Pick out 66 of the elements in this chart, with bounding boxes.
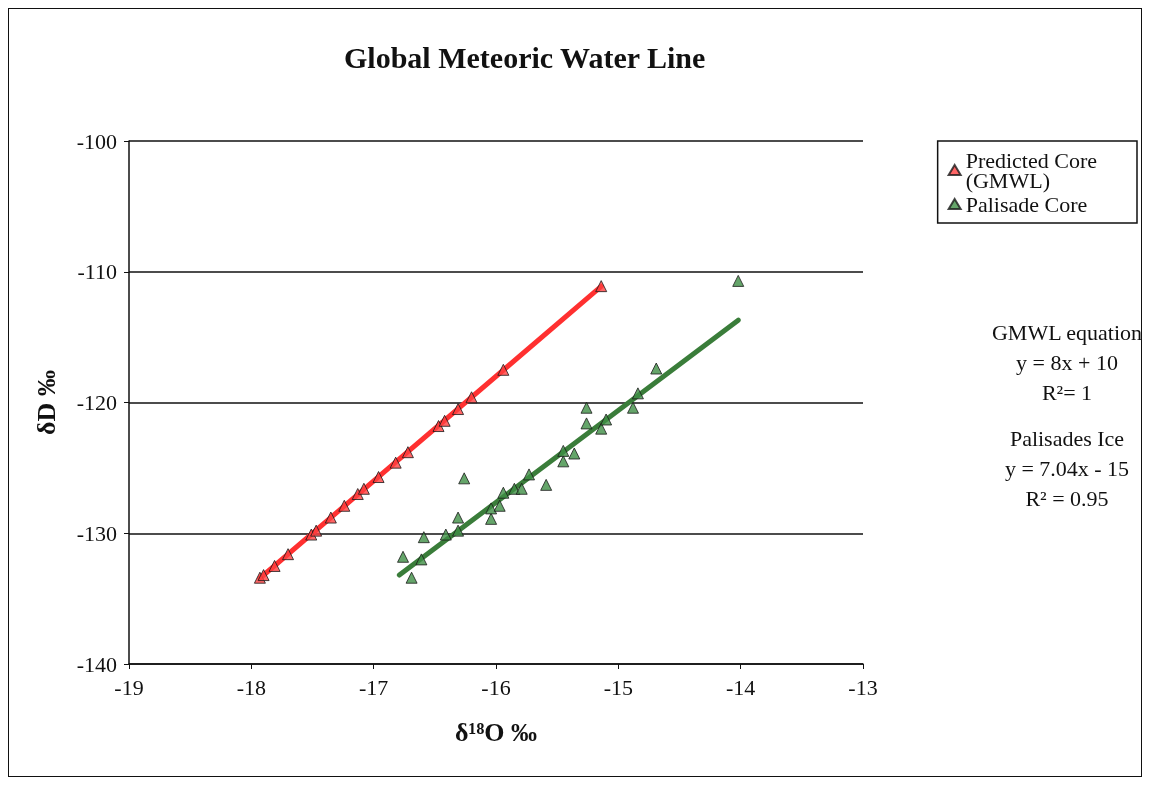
x-tick-label: -15: [603, 674, 633, 700]
point: [401, 446, 414, 459]
point: [452, 403, 465, 416]
point: [557, 455, 570, 468]
x-tick-label: -17: [359, 674, 389, 700]
point: [438, 414, 451, 427]
legend-label: Predicted Core (GMWL): [965, 147, 1098, 193]
point: [485, 512, 498, 525]
point: [432, 420, 445, 433]
point: [357, 482, 370, 495]
text: y = 7.04x - 15: [1004, 455, 1130, 481]
x-tick-label: -13: [848, 674, 878, 700]
y-tick-label: -140: [76, 651, 117, 677]
x-tick-label: -19: [114, 674, 144, 700]
x-axis-title: δ¹⁸O ‰: [455, 717, 537, 747]
point: [497, 486, 510, 499]
y-tick-label: -100: [76, 128, 117, 154]
text: R² = 0.95: [1025, 485, 1109, 511]
point: [268, 559, 281, 572]
point: [732, 274, 745, 287]
point: [627, 401, 640, 414]
point: [497, 363, 510, 376]
point: [338, 499, 351, 512]
point: [595, 422, 608, 435]
point: [600, 413, 613, 426]
point: [439, 528, 452, 541]
text: Palisades Ice: [1009, 425, 1125, 451]
point: [595, 280, 608, 293]
point: [631, 387, 644, 400]
point: [650, 362, 663, 375]
point: [458, 472, 471, 485]
point: [405, 571, 418, 584]
point: [452, 511, 465, 524]
text: GMWL equation: [991, 319, 1143, 345]
point: [493, 499, 506, 512]
text: y = 8x + 10: [1016, 349, 1118, 375]
x-tick-label: -18: [236, 674, 266, 700]
point: [372, 471, 385, 484]
point: [351, 488, 364, 501]
point: [557, 444, 570, 457]
point: [580, 401, 593, 414]
point: [415, 553, 428, 566]
legend-label: Palisade Core: [965, 191, 1088, 217]
point: [580, 417, 593, 430]
x-tick-label: -16: [481, 674, 511, 700]
point: [417, 531, 430, 544]
point: [452, 524, 465, 537]
point: [568, 447, 581, 460]
text: R²= 1: [1041, 379, 1093, 405]
point: [389, 456, 402, 469]
y-tick-label: -130: [76, 520, 117, 546]
point: [397, 550, 410, 563]
point: [310, 524, 323, 537]
y-axis-title: δD ‰: [31, 370, 61, 435]
point: [465, 391, 478, 404]
point: [523, 468, 536, 481]
point: [540, 478, 553, 491]
y-tick-label: -110: [77, 259, 117, 285]
y-tick-label: -120: [76, 390, 117, 415]
point: [257, 569, 270, 582]
chart-title: Global Meteoric Water Line: [344, 40, 706, 74]
point: [324, 511, 337, 524]
x-tick-label: -14: [726, 674, 756, 700]
point: [485, 502, 498, 515]
point: [515, 482, 528, 495]
point: [282, 548, 295, 561]
